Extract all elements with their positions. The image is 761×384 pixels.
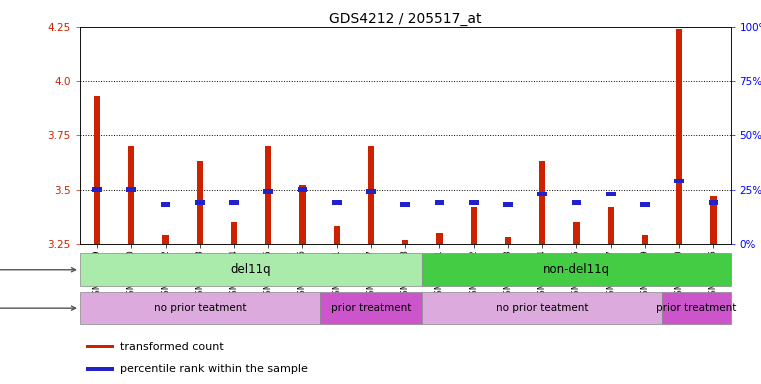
Bar <box>469 200 479 205</box>
Bar <box>368 146 374 244</box>
Bar <box>640 202 650 207</box>
Bar <box>708 200 718 205</box>
Bar <box>229 200 239 205</box>
Bar <box>299 185 306 244</box>
Bar <box>80 253 422 286</box>
Bar <box>422 292 662 324</box>
Bar <box>572 200 581 205</box>
Bar <box>662 292 731 324</box>
Bar <box>573 222 580 244</box>
Text: transformed count: transformed count <box>120 341 224 352</box>
Bar <box>436 233 443 244</box>
Bar <box>161 202 170 207</box>
Bar <box>87 345 113 348</box>
Text: genotype/variation: genotype/variation <box>0 265 75 275</box>
Text: percentile rank within the sample: percentile rank within the sample <box>120 364 308 374</box>
Bar <box>400 202 410 207</box>
Bar <box>402 240 409 244</box>
Bar <box>231 222 237 244</box>
Text: no prior teatment: no prior teatment <box>496 303 588 313</box>
Text: other: other <box>0 303 75 313</box>
Bar <box>87 367 113 371</box>
Bar <box>470 207 477 244</box>
Bar <box>539 161 546 244</box>
Title: GDS4212 / 205517_at: GDS4212 / 205517_at <box>329 12 482 26</box>
Text: prior treatment: prior treatment <box>656 303 737 313</box>
Bar <box>537 192 547 196</box>
Bar <box>94 96 100 244</box>
Bar <box>195 200 205 205</box>
Bar <box>642 235 648 244</box>
Bar <box>265 146 272 244</box>
Bar <box>298 187 307 192</box>
Bar <box>422 253 731 286</box>
Bar <box>505 237 511 244</box>
Bar <box>607 207 614 244</box>
Bar <box>332 200 342 205</box>
Bar <box>92 187 102 192</box>
Bar <box>128 146 135 244</box>
Bar <box>606 192 616 196</box>
Bar <box>80 292 320 324</box>
Bar <box>126 187 136 192</box>
Text: prior treatment: prior treatment <box>331 303 411 313</box>
Bar <box>674 179 684 183</box>
Bar <box>435 200 444 205</box>
Text: non-del11q: non-del11q <box>543 263 610 276</box>
Bar <box>196 161 203 244</box>
Bar <box>676 29 683 244</box>
Bar <box>366 189 376 194</box>
Bar <box>320 292 422 324</box>
Bar <box>503 202 513 207</box>
Bar <box>162 235 169 244</box>
Bar <box>333 227 340 244</box>
Text: no prior teatment: no prior teatment <box>154 303 246 313</box>
Text: del11q: del11q <box>231 263 272 276</box>
Bar <box>263 189 273 194</box>
Bar <box>710 196 717 244</box>
